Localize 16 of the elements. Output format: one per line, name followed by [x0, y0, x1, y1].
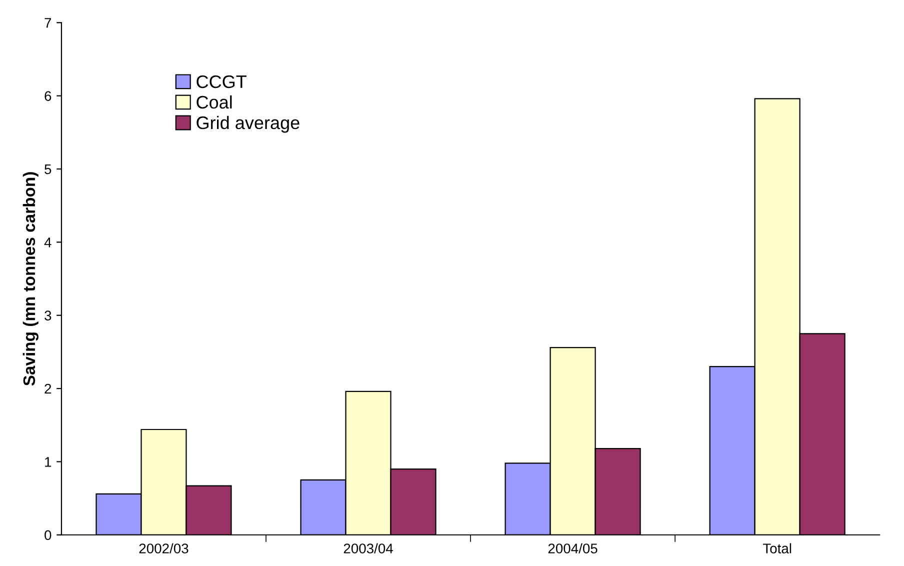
- y-axis-title: Saving (mn tonnes carbon): [22, 172, 38, 386]
- legend-label: Grid average: [196, 116, 300, 133]
- y-tick-label: 6: [44, 91, 52, 101]
- y-tick-label: 4: [44, 238, 52, 248]
- y-tick-label: 1: [45, 457, 52, 467]
- y-tick-label: 3: [44, 310, 52, 321]
- y-tick-label: 7: [44, 18, 52, 28]
- x-tick-label: 2004/05: [548, 543, 598, 554]
- legend-label: Coal: [196, 95, 232, 109]
- x-tick-label: 2003/04: [344, 543, 393, 554]
- y-tick-label: 2: [44, 384, 52, 394]
- y-tick-label: 5: [44, 164, 52, 174]
- x-tick-label: Total: [762, 543, 792, 554]
- y-tick-label: 0: [44, 530, 52, 540]
- legend-label: CCGT: [196, 75, 246, 88]
- x-tick-label: 2002/03: [139, 543, 188, 554]
